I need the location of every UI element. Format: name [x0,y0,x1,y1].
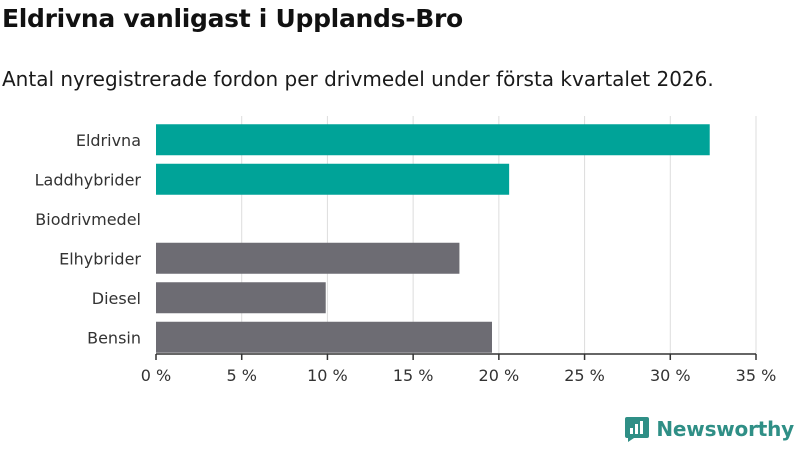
x-tick-label: 15 % [393,366,434,385]
bar [156,163,510,195]
x-tick-label: 20 % [479,366,520,385]
x-tick-label: 10 % [307,366,348,385]
bar [156,124,710,156]
x-tick-label: 35 % [736,366,777,385]
x-tick-label: 5 % [226,366,256,385]
category-label: Elhybrider [59,249,141,268]
x-tick-label: 25 % [564,366,605,385]
brand-logo: Newsworthy [624,414,794,444]
newsworthy-logo-icon [625,417,650,442]
x-tick-label: 30 % [650,366,691,385]
bar [156,282,326,314]
chart-subtitle: Antal nyregistrerade fordon per drivmede… [2,67,714,91]
category-label: Laddhybrider [35,170,142,189]
category-label: Eldrivna [76,131,141,150]
brand-name: Newsworthy [656,417,794,441]
x-tick-label: 0 % [141,366,171,385]
chart-title: Eldrivna vanligast i Upplands-Bro [2,4,463,33]
category-label: Diesel [92,289,141,308]
category-label: Biodrivmedel [35,210,141,229]
bar [156,321,492,353]
category-label: Bensin [87,328,141,347]
bar [156,242,460,274]
